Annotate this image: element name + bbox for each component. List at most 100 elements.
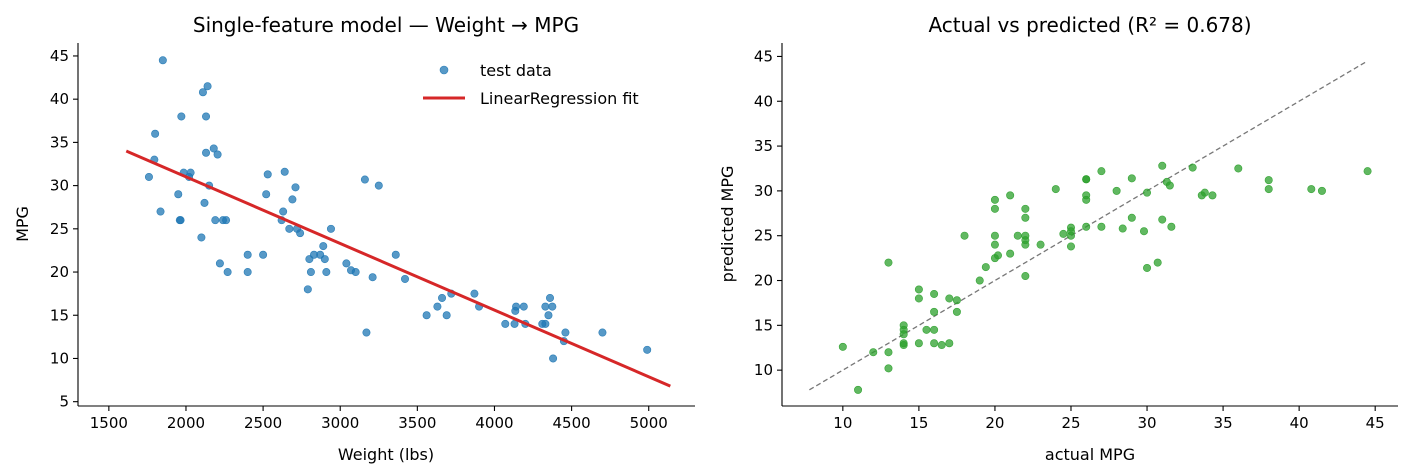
prediction-point — [990, 195, 999, 204]
prediction-point — [1021, 204, 1030, 213]
right-x-tick-label: 35 — [1214, 414, 1233, 432]
test-data-point — [174, 190, 183, 199]
left-x-tick-label: 2500 — [244, 414, 282, 432]
prediction-point — [1021, 272, 1030, 281]
test-data-point — [202, 112, 211, 121]
right-x-tick-label: 15 — [909, 414, 928, 432]
prediction-point — [1307, 185, 1316, 194]
prediction-point — [899, 330, 908, 339]
prediction-point — [884, 348, 893, 357]
right-x-axis-label: actual MPG — [1045, 445, 1135, 464]
right-x-tick-label: 30 — [1137, 414, 1156, 432]
right-x-tick-label: 40 — [1290, 414, 1309, 432]
test-data-point — [197, 233, 206, 242]
legend-fit-line-label: LinearRegression fit — [480, 89, 639, 108]
left-x-tick-label: 3000 — [321, 414, 359, 432]
test-data-point — [177, 112, 186, 121]
test-data-point — [519, 302, 528, 311]
test-data-point — [549, 354, 558, 363]
left-y-tick-label: 35 — [50, 133, 69, 151]
right-y-axis-label: predicted MPG — [718, 166, 737, 283]
prediction-point — [1158, 161, 1167, 170]
right-y-tick-label: 15 — [754, 316, 773, 334]
test-data-point — [360, 175, 369, 184]
test-data-point — [433, 302, 442, 311]
right-y-tick-label: 25 — [754, 227, 773, 245]
prediction-point — [1158, 215, 1167, 224]
prediction-point — [1082, 222, 1091, 231]
left-y-axis-label: MPG — [13, 206, 32, 242]
prediction-point — [1066, 227, 1075, 236]
prediction-point — [1363, 167, 1372, 176]
right-y-tick-label: 20 — [754, 272, 773, 290]
test-data-point — [306, 268, 315, 277]
test-data-point — [438, 293, 447, 302]
prediction-point — [1165, 181, 1174, 190]
left-y-tick-label: 15 — [50, 306, 69, 324]
right-y-tick-label: 35 — [754, 137, 773, 155]
test-data-point — [320, 255, 329, 264]
prediction-point — [1097, 167, 1106, 176]
legend: test data LinearRegression fit — [423, 61, 639, 108]
weight-mpg-chart: Single-feature model — Weight → MPG 1500… — [13, 13, 695, 464]
test-data-point — [442, 311, 451, 320]
test-data-point — [288, 195, 297, 204]
test-data-point — [546, 293, 555, 302]
test-data-point — [243, 268, 252, 277]
left-x-tick-label: 4000 — [475, 414, 513, 432]
prediction-point — [914, 339, 923, 348]
prediction-point — [975, 276, 984, 285]
prediction-point — [952, 307, 961, 316]
test-data-point — [259, 250, 268, 259]
test-data-point — [175, 216, 184, 225]
test-data-point — [151, 129, 160, 138]
prediction-point — [1006, 249, 1015, 258]
prediction-point — [1051, 185, 1060, 194]
right-x-tick-label: 45 — [1366, 414, 1385, 432]
test-data-point — [213, 150, 222, 159]
test-data-point — [401, 274, 410, 283]
prediction-point — [1143, 263, 1152, 272]
prediction-point — [884, 364, 893, 373]
test-data-point — [541, 319, 550, 328]
test-data-point — [198, 88, 207, 97]
left-y-tick-label: 40 — [50, 90, 69, 108]
test-data-point — [279, 207, 288, 216]
left-x-tick-label: 5000 — [630, 414, 668, 432]
prediction-point — [993, 251, 1002, 260]
prediction-point — [1112, 186, 1121, 195]
test-data-point — [374, 181, 383, 190]
test-data-point — [223, 268, 232, 277]
test-data-point — [144, 172, 153, 181]
test-data-point — [202, 148, 211, 157]
prediction-point — [1082, 195, 1091, 204]
prediction-point — [945, 339, 954, 348]
right-x-ticks: 10 15 20 25 30 35 40 45 — [833, 406, 1385, 432]
right-y-tick-label: 10 — [754, 361, 773, 379]
test-data-point — [598, 328, 607, 337]
test-data-point — [285, 224, 294, 233]
right-x-tick-label: 20 — [985, 414, 1004, 432]
right-x-tick-label: 10 — [833, 414, 852, 432]
prediction-point — [1059, 229, 1068, 238]
left-y-tick-label: 30 — [50, 177, 69, 195]
test-data-point — [326, 224, 335, 233]
prediction-point — [1082, 175, 1091, 184]
prediction-point — [981, 263, 990, 272]
right-y-tick-label: 30 — [754, 182, 773, 200]
prediction-point — [1139, 227, 1148, 236]
prediction-point — [990, 204, 999, 213]
left-x-tick-label: 1500 — [90, 414, 128, 432]
prediction-point — [1143, 188, 1152, 197]
prediction-point — [990, 231, 999, 240]
prediction-point — [990, 240, 999, 249]
prediction-point — [1021, 240, 1030, 249]
test-data-point — [548, 302, 557, 311]
left-x-ticks: 1500 2000 2500 3000 3500 4000 4500 5000 — [90, 406, 668, 432]
left-y-tick-label: 10 — [50, 349, 69, 367]
test-data-point — [368, 273, 377, 282]
test-data-point — [422, 311, 431, 320]
prediction-point — [930, 307, 939, 316]
left-y-ticks: 5 10 15 20 25 30 35 40 45 — [50, 47, 78, 411]
prediction-point — [1317, 186, 1326, 195]
